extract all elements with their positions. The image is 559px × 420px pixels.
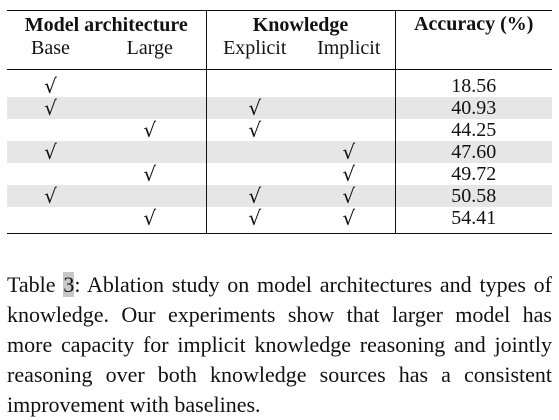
table-row: √ √ √ 54.41: [7, 207, 552, 229]
ablation-table: Model architecture Knowledge Accuracy (%…: [7, 10, 553, 234]
header-explicit: Explicit: [206, 37, 304, 70]
header-implicit: Implicit: [303, 37, 396, 70]
cell-explicit: √: [206, 185, 304, 207]
caption-text: Ablation study on model architectures an…: [7, 272, 553, 417]
ablation-table-container: Model architecture Knowledge Accuracy (%…: [7, 10, 553, 234]
table-row: √ √ 49.72: [7, 163, 552, 185]
header-base: Base: [7, 37, 94, 70]
cell-explicit: √: [206, 97, 304, 119]
cell-implicit: √: [303, 207, 396, 229]
header-knowledge: Knowledge: [206, 10, 396, 37]
sub-header-row: Base Large Explicit Implicit: [7, 37, 552, 70]
group-header-row: Model architecture Knowledge Accuracy (%…: [7, 10, 553, 70]
cell-large: √: [94, 207, 207, 229]
table-row: √ √ 44.25: [7, 119, 552, 141]
cell-large: [94, 75, 207, 97]
caption-label-number: 3: [63, 272, 75, 297]
cell-accuracy: 50.58: [395, 185, 553, 207]
header-large: Large: [94, 37, 207, 70]
cell-accuracy: 44.25: [451, 119, 497, 141]
cell-base: [7, 119, 94, 141]
table-row: √ √ √ 50.58: [7, 185, 553, 207]
cell-implicit: [303, 97, 396, 119]
cell-base: [7, 163, 94, 185]
cell-implicit: [303, 119, 396, 141]
cell-large: [94, 185, 207, 207]
header-model-architecture: Model architecture: [7, 10, 207, 37]
cell-implicit: √: [303, 185, 396, 207]
caption-label-prefix: Table: [7, 272, 64, 297]
table-row: √ √ 47.60: [7, 141, 553, 163]
cell-accuracy: 40.93: [395, 97, 553, 119]
cell-explicit: √: [248, 206, 262, 230]
cell-accuracy: 49.72: [451, 163, 497, 185]
cell-implicit: [303, 75, 396, 97]
cell-base: √: [7, 97, 94, 119]
cell-explicit: [206, 163, 303, 185]
cell-large: √: [94, 119, 207, 141]
cell-accuracy: 18.56: [451, 75, 497, 97]
cell-large: [94, 97, 207, 119]
cell-large: [94, 141, 207, 163]
table-row: √ 18.56: [7, 75, 552, 97]
cell-base: √: [7, 141, 94, 163]
caption-label-suffix: :: [74, 272, 81, 297]
cell-accuracy: 47.60: [395, 141, 553, 163]
cell-large: √: [94, 163, 207, 185]
cell-accuracy: 54.41: [451, 207, 497, 229]
header-accuracy: Accuracy (%): [395, 10, 553, 70]
cell-explicit: [206, 75, 303, 97]
table-row: √ √ 40.93: [7, 97, 553, 119]
cell-implicit: √: [303, 163, 396, 185]
cell-explicit: [206, 141, 304, 163]
cell-base: [7, 207, 94, 229]
cell-base: √: [7, 185, 94, 207]
cell-explicit: √: [248, 118, 262, 142]
cell-implicit: √: [303, 141, 396, 163]
table-caption: Table 3: Ablation study on model archite…: [7, 270, 552, 420]
cell-base: √: [44, 74, 57, 98]
